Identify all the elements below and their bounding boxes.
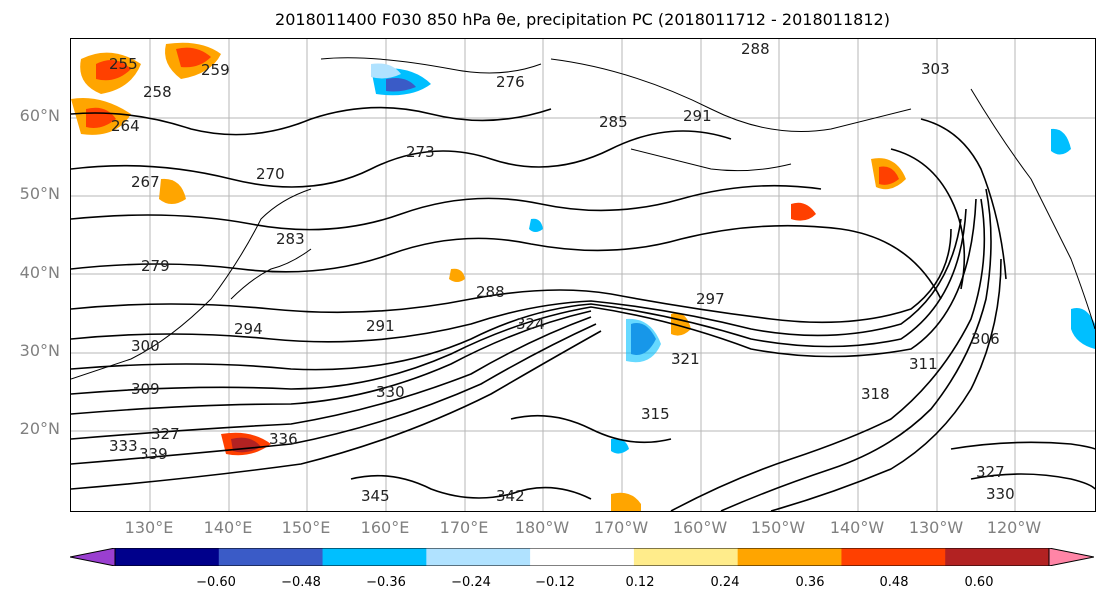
colorbar-tick: 0.48	[879, 575, 909, 590]
lon-label: 160°E	[360, 518, 410, 537]
lat-label: 20°N	[19, 419, 60, 438]
contour-label: 330	[376, 383, 405, 401]
contour-label: 259	[201, 61, 230, 79]
lon-label: 140°E	[203, 518, 253, 537]
colorbar-segment	[322, 548, 427, 566]
contour-label: 276	[496, 73, 525, 91]
colorbar-tick: −0.48	[281, 575, 321, 590]
contour-label: 336	[269, 430, 298, 448]
contour-label: 327	[151, 425, 180, 443]
contour-label: 327	[976, 463, 1005, 481]
lon-label: 160°W	[672, 518, 728, 537]
colorbar-tick: −0.36	[366, 575, 406, 590]
lon-label: 140°W	[829, 518, 885, 537]
contour-label: 330	[986, 485, 1015, 503]
contour-label: 300	[131, 337, 160, 355]
colorbar-segment	[218, 548, 324, 566]
lon-label: 170°W	[593, 518, 649, 537]
colorbar-tick: 0.24	[710, 575, 740, 590]
colorbar-tick: −0.12	[535, 575, 575, 590]
lat-label: 60°N	[19, 106, 60, 125]
colorbar-tick: 0.12	[625, 575, 655, 590]
contour-label: 345	[361, 487, 390, 505]
lon-label: 180°W	[514, 518, 570, 537]
contour-label: 279	[141, 257, 170, 275]
colorbar-max-extend	[1048, 548, 1094, 566]
colorbar-segment	[530, 548, 635, 566]
lon-label: 150°E	[281, 518, 331, 537]
contour-label: 324	[516, 315, 545, 333]
colorbar-tick: 0.36	[795, 575, 825, 590]
colorbar-tick: −0.24	[451, 575, 491, 590]
contour-label: 264	[111, 117, 140, 135]
lon-label: 130°W	[908, 518, 964, 537]
colorbar-segment	[841, 548, 946, 566]
contour-label: 288	[476, 283, 505, 301]
contour-label: 267	[131, 173, 160, 191]
lon-label: 120°W	[986, 518, 1042, 537]
contour-label: 342	[496, 487, 525, 505]
contour-label: 297	[696, 290, 725, 308]
contour-label: 318	[861, 385, 890, 403]
contour-label: 288	[741, 40, 770, 58]
contour-label: 321	[671, 350, 700, 368]
contour-label: 255	[109, 55, 138, 73]
lat-label: 40°N	[19, 263, 60, 282]
colorbar-segment	[737, 548, 842, 566]
colorbar-segment	[426, 548, 531, 566]
contour-label: 315	[641, 405, 670, 423]
colorbar-tick: 0.60	[964, 575, 994, 590]
map-panel: 255 259 258 264 267 270 273 276 279 283 …	[70, 38, 1096, 512]
contour-label: 333	[109, 437, 138, 455]
lon-label: 150°W	[750, 518, 806, 537]
map-canvas: 255 259 258 264 267 270 273 276 279 283 …	[71, 39, 1095, 511]
colorbar-min-extend	[70, 548, 116, 566]
contour-label: 270	[256, 165, 285, 183]
contour-label: 291	[366, 317, 395, 335]
contour-label: 311	[909, 355, 938, 373]
contour-label: 291	[683, 107, 712, 125]
colorbar-segment	[115, 548, 220, 566]
lon-label: 170°E	[439, 518, 489, 537]
precip-anomaly-shading	[71, 42, 1095, 511]
map-title: 2018011400 F030 850 hPa θe, precipitatio…	[275, 10, 890, 29]
contour-label: 294	[234, 320, 263, 338]
lat-label: 50°N	[19, 184, 60, 203]
contour-label: 258	[143, 83, 172, 101]
colorbar-segment	[633, 548, 739, 566]
colorbar	[70, 548, 1094, 566]
contour-label: 285	[599, 113, 628, 131]
contour-label-group: 255 259 258 264 267 270 273 276 279 283 …	[109, 40, 1015, 505]
theta-e-contours	[71, 106, 1095, 511]
colorbar-tick: −0.60	[196, 575, 236, 590]
contour-label: 273	[406, 143, 435, 161]
contour-label: 339	[139, 445, 168, 463]
coastlines	[71, 57, 1095, 380]
contour-label: 283	[276, 230, 305, 248]
contour-label: 309	[131, 380, 160, 398]
lat-label: 30°N	[19, 341, 60, 360]
lon-label: 130°E	[124, 518, 174, 537]
colorbar-segment	[945, 548, 1050, 566]
contour-label: 306	[971, 330, 1000, 348]
contour-label: 303	[921, 60, 950, 78]
